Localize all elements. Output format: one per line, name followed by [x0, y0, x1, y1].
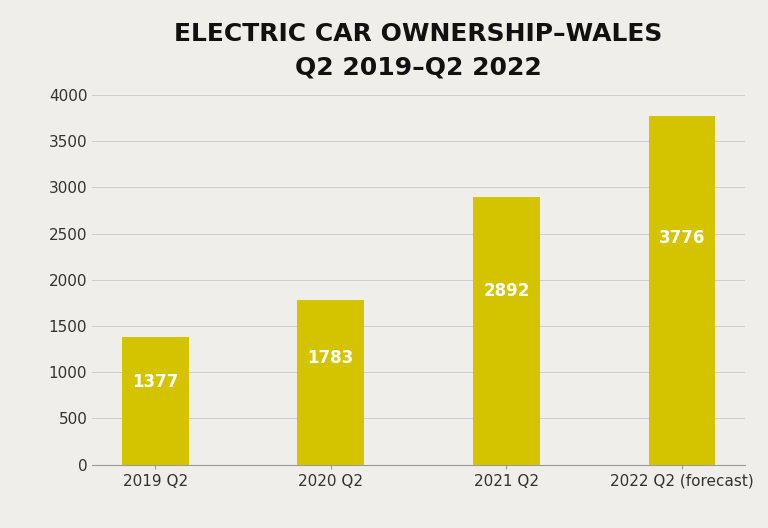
Bar: [473, 197, 540, 465]
Bar: [297, 300, 364, 465]
Text: 1377: 1377: [132, 373, 178, 391]
Text: 1783: 1783: [308, 348, 354, 366]
Title: ELECTRIC CAR OWNERSHIP–WALES
Q2 2019–Q2 2022: ELECTRIC CAR OWNERSHIP–WALES Q2 2019–Q2 …: [174, 22, 663, 79]
Bar: [122, 337, 189, 465]
Text: 2892: 2892: [483, 282, 530, 300]
Text: 3776: 3776: [659, 229, 705, 247]
Bar: [648, 116, 715, 465]
